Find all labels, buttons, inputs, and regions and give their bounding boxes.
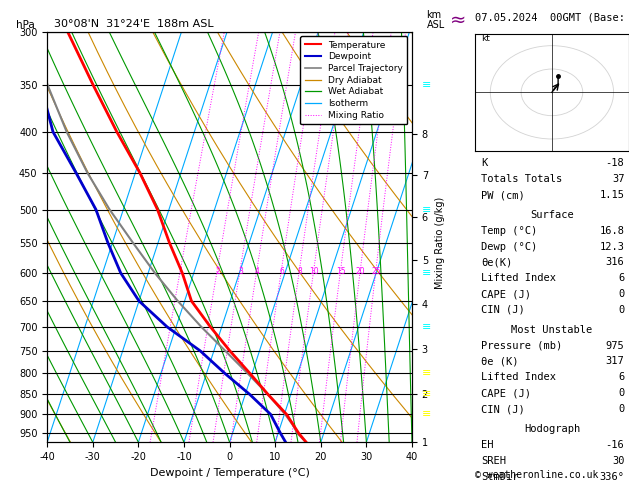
Text: kt: kt	[481, 34, 490, 43]
Text: Pressure (mb): Pressure (mb)	[481, 341, 562, 350]
Text: 30°08'N  31°24'E  188m ASL: 30°08'N 31°24'E 188m ASL	[47, 19, 214, 30]
Text: Totals Totals: Totals Totals	[481, 174, 562, 184]
Text: ≡: ≡	[421, 322, 431, 332]
Text: SREH: SREH	[481, 456, 506, 466]
Text: ≡: ≡	[421, 368, 431, 378]
Text: ≡: ≡	[421, 389, 431, 399]
Text: Surface: Surface	[530, 210, 574, 220]
Text: 10: 10	[309, 267, 319, 276]
Text: -16: -16	[606, 440, 625, 450]
Text: 0: 0	[618, 289, 625, 299]
Text: 07.05.2024  00GMT (Base: 06): 07.05.2024 00GMT (Base: 06)	[475, 12, 629, 22]
Text: 25: 25	[371, 267, 381, 276]
Text: 6: 6	[279, 267, 284, 276]
Text: 2: 2	[215, 267, 220, 276]
Text: CAPE (J): CAPE (J)	[481, 289, 531, 299]
Text: Most Unstable: Most Unstable	[511, 325, 593, 335]
Text: 975: 975	[606, 341, 625, 350]
Text: CAPE (J): CAPE (J)	[481, 388, 531, 398]
Text: ≈: ≈	[450, 11, 466, 30]
Text: 12.3: 12.3	[599, 242, 625, 252]
Text: 0: 0	[618, 305, 625, 315]
Text: 0: 0	[618, 404, 625, 414]
Text: Lifted Index: Lifted Index	[481, 273, 556, 283]
Text: K: K	[481, 157, 487, 168]
Text: 4: 4	[255, 267, 260, 276]
Text: 16.8: 16.8	[599, 226, 625, 236]
Text: ≡: ≡	[421, 409, 431, 419]
Text: θe (K): θe (K)	[481, 356, 518, 366]
X-axis label: Dewpoint / Temperature (°C): Dewpoint / Temperature (°C)	[150, 468, 309, 478]
Text: Mixing Ratio (g/kg): Mixing Ratio (g/kg)	[435, 197, 445, 289]
Text: 336°: 336°	[599, 472, 625, 482]
Text: ≡: ≡	[421, 268, 431, 278]
Text: ≡: ≡	[421, 80, 431, 90]
Text: 15: 15	[336, 267, 346, 276]
Text: 20: 20	[356, 267, 365, 276]
Text: 316: 316	[606, 258, 625, 267]
Text: ≡: ≡	[421, 205, 431, 215]
Text: 30: 30	[612, 456, 625, 466]
Text: hPa: hPa	[16, 19, 35, 30]
Text: StmDir: StmDir	[481, 472, 518, 482]
Text: CIN (J): CIN (J)	[481, 404, 525, 414]
Text: 37: 37	[612, 174, 625, 184]
Text: 3: 3	[238, 267, 243, 276]
Text: 8: 8	[298, 267, 302, 276]
Text: © weatheronline.co.uk: © weatheronline.co.uk	[475, 469, 598, 480]
Text: 6: 6	[618, 372, 625, 382]
Text: 317: 317	[606, 356, 625, 366]
Text: PW (cm): PW (cm)	[481, 190, 525, 200]
Text: Lifted Index: Lifted Index	[481, 372, 556, 382]
Text: km
ASL: km ASL	[426, 10, 445, 30]
Text: Hodograph: Hodograph	[524, 424, 580, 434]
Text: Temp (°C): Temp (°C)	[481, 226, 537, 236]
Text: 0: 0	[618, 388, 625, 398]
Legend: Temperature, Dewpoint, Parcel Trajectory, Dry Adiabat, Wet Adiabat, Isotherm, Mi: Temperature, Dewpoint, Parcel Trajectory…	[300, 36, 408, 124]
Text: -18: -18	[606, 157, 625, 168]
Text: Dewp (°C): Dewp (°C)	[481, 242, 537, 252]
Text: 1: 1	[179, 267, 183, 276]
Text: 1.15: 1.15	[599, 190, 625, 200]
Text: θe(K): θe(K)	[481, 258, 512, 267]
Text: 6: 6	[618, 273, 625, 283]
Text: CIN (J): CIN (J)	[481, 305, 525, 315]
Text: EH: EH	[481, 440, 494, 450]
